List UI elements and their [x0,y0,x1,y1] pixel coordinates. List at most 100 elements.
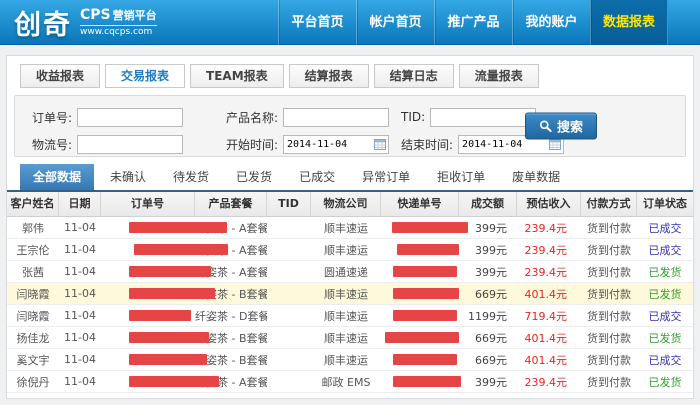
filter-tab-6[interactable]: 异常订单 [362,170,411,184]
column-header-9: 预估收入 [517,192,581,216]
nav-item-2[interactable]: 帐户首页 [356,0,434,45]
search-icon [539,120,552,133]
main-nav: 平台首页 帐户首页 推广产品 我的账户 数据报表 [278,0,668,45]
table-row[interactable]: 闫晓霞 11-04 纤姿茶 - D套餐 顺丰速运 1199元 719.4元 货到付款 已成交 [7,305,693,327]
cell-name: 王宗伦 [16,243,50,257]
table-row[interactable]: 闫晓霞 11-04 纤姿茶 - B套餐 顺丰速运 669元 401.4元 货到付款 已发货 [7,283,693,305]
cell-payment: 货到付款 [587,309,631,323]
redacted-order-number [129,288,215,299]
field-tid: TID: [401,107,537,127]
column-header-5: TID [267,192,311,216]
calendar-icon[interactable] [374,138,386,150]
cell-income: 401.4元 [524,331,568,345]
order-no-label: 订单号: [31,110,72,125]
search-button[interactable]: 搜索 [524,112,597,140]
redacted-order-number [129,266,211,277]
cell-payment: 货到付款 [587,265,631,279]
redacted-tracking-number [393,288,459,299]
cell-status: 已成交 [648,221,682,235]
redacted-order-number [134,244,228,255]
filter-tab-8[interactable]: 废单数据 [512,170,561,184]
cell-date: 11-04 [64,353,96,366]
brand-logo-sub: CPS 营销平台 www.cqcps.com [80,8,157,37]
cell-name: 闫晓霞 [16,309,50,323]
redacted-order-number [129,222,227,233]
cell-logistics: 圆通速递 [324,265,368,279]
redacted-tracking-number [385,332,459,343]
table-row[interactable]: 张茜 11-04 纤姿茶 - A套餐 圆通速递 399元 239.4元 货到付款 已发货 [7,261,693,283]
nav-item-4[interactable]: 我的账户 [512,0,590,45]
cell-status: 已发货 [648,265,682,279]
nav-item-5[interactable]: 数据报表 [590,0,668,45]
table-body: 郭伟 11-04 纤姿茶 - A套餐 顺丰速运 399元 239.4元 货到付款 已成交 王宗伦… [7,217,693,393]
table-row[interactable]: 徐倪丹 11-04 纤姿茶 - A套餐 邮政 EMS 399元 239.4元 货到付款 已发货 [7,371,693,393]
logistics-no-label: 物流号: [31,137,72,152]
filter-tab-1[interactable]: 全部数据 [20,164,95,190]
redacted-tracking-number [393,376,461,387]
product-name-input[interactable] [283,107,389,127]
cell-status: 已成交 [648,243,682,257]
cell-payment: 货到付款 [587,331,631,345]
cell-logistics: 顺丰速运 [324,353,368,367]
report-tab-1[interactable]: 收益报表 [20,64,101,88]
redacted-order-number [129,376,219,387]
redacted-tracking-number [393,354,457,365]
main-panel: 收益报表 交易报表 TEAM报表 结算报表 结算日志 流量报表 订单号: 产品名称: TID:… [6,55,694,399]
cell-amount: 669元 [475,287,507,301]
brand-logo[interactable]: 创奇 CPS 营销平台 www.cqcps.com [0,0,255,44]
redacted-order-number [129,332,209,343]
filter-tab-5[interactable]: 已成交 [299,170,336,184]
cell-amount: 399元 [475,375,507,389]
table-row[interactable]: 扬佳龙 11-04 纤姿茶 - B套餐 顺丰速运 669元 401.4元 货到付款 已发货 [7,327,693,349]
cell-payment: 货到付款 [587,221,631,235]
filter-tab-4[interactable]: 已发货 [236,170,273,184]
column-header-6: 物流公司 [311,192,381,216]
report-tab-6[interactable]: 流量报表 [458,64,539,88]
cell-name: 张茜 [22,265,44,279]
report-tab-4[interactable]: 结算报表 [288,64,369,88]
cell-name: 郭伟 [22,221,44,235]
cell-status: 已成交 [648,353,682,367]
report-tab-2[interactable]: 交易报表 [105,64,186,88]
order-no-input[interactable] [77,107,183,127]
cell-payment: 货到付款 [587,287,631,301]
search-panel: 订单号: 产品名称: TID: 物流号: 开始时间: 结束时间: 搜索 [14,95,686,157]
filter-tab-3[interactable]: 待发货 [173,170,210,184]
cell-payment: 货到付款 [587,353,631,367]
cell-logistics: 顺丰速运 [324,331,368,345]
cell-amount: 399元 [475,243,507,257]
tid-label: TID: [401,110,426,124]
filter-tab-2[interactable]: 未确认 [110,170,147,184]
report-tab-5[interactable]: 结算日志 [373,64,454,88]
brand-url: www.cqcps.com [80,24,157,37]
brand-subtitle: 营销平台 [112,8,157,22]
search-button-label: 搜索 [556,120,583,136]
cell-date: 11-04 [64,375,96,388]
logistics-no-input[interactable] [77,134,183,154]
brand-subtitle-bold: CPS [80,6,111,23]
cell-status: 已发货 [648,331,682,345]
report-tabs: 收益报表 交易报表 TEAM报表 结算报表 结算日志 流量报表 [7,56,693,88]
cell-status: 已成交 [648,309,682,323]
table-row[interactable]: 郭伟 11-04 纤姿茶 - A套餐 顺丰速运 399元 239.4元 货到付款 已成交 [7,217,693,239]
cell-product: 纤姿茶 - B套餐 [195,353,267,367]
cell-payment: 货到付款 [587,375,631,389]
cell-name: 闫晓霞 [16,287,50,301]
report-tab-3[interactable]: TEAM报表 [190,64,284,88]
nav-item-3[interactable]: 推广产品 [434,0,512,45]
table-row[interactable]: 王宗伦 11-04 纤姿茶 - A套餐 顺丰速运 399元 239.4元 货到付款 已成交 [7,239,693,261]
tid-input[interactable] [430,107,537,127]
cell-name: 扬佳龙 [16,331,50,345]
logistics-no-input-wrap [77,134,183,154]
nav-item-1[interactable]: 平台首页 [278,0,356,45]
field-product-name: 产品名称: [193,107,401,127]
cell-date: 11-04 [64,265,96,278]
table-row[interactable]: 奚文宇 11-04 纤姿茶 - B套餐 顺丰速运 669元 401.4元 货到付款 已成交 [7,349,693,371]
top-header: 创奇 CPS 营销平台 www.cqcps.com 平台首页 帐户首页 推广产品 我的账… [0,0,700,45]
start-date-input[interactable] [283,134,389,154]
cell-income: 719.4元 [524,309,568,323]
cell-income: 239.4元 [524,265,568,279]
cell-income: 239.4元 [524,375,568,389]
cell-income: 401.4元 [524,353,568,367]
filter-tab-7[interactable]: 拒收订单 [437,170,486,184]
